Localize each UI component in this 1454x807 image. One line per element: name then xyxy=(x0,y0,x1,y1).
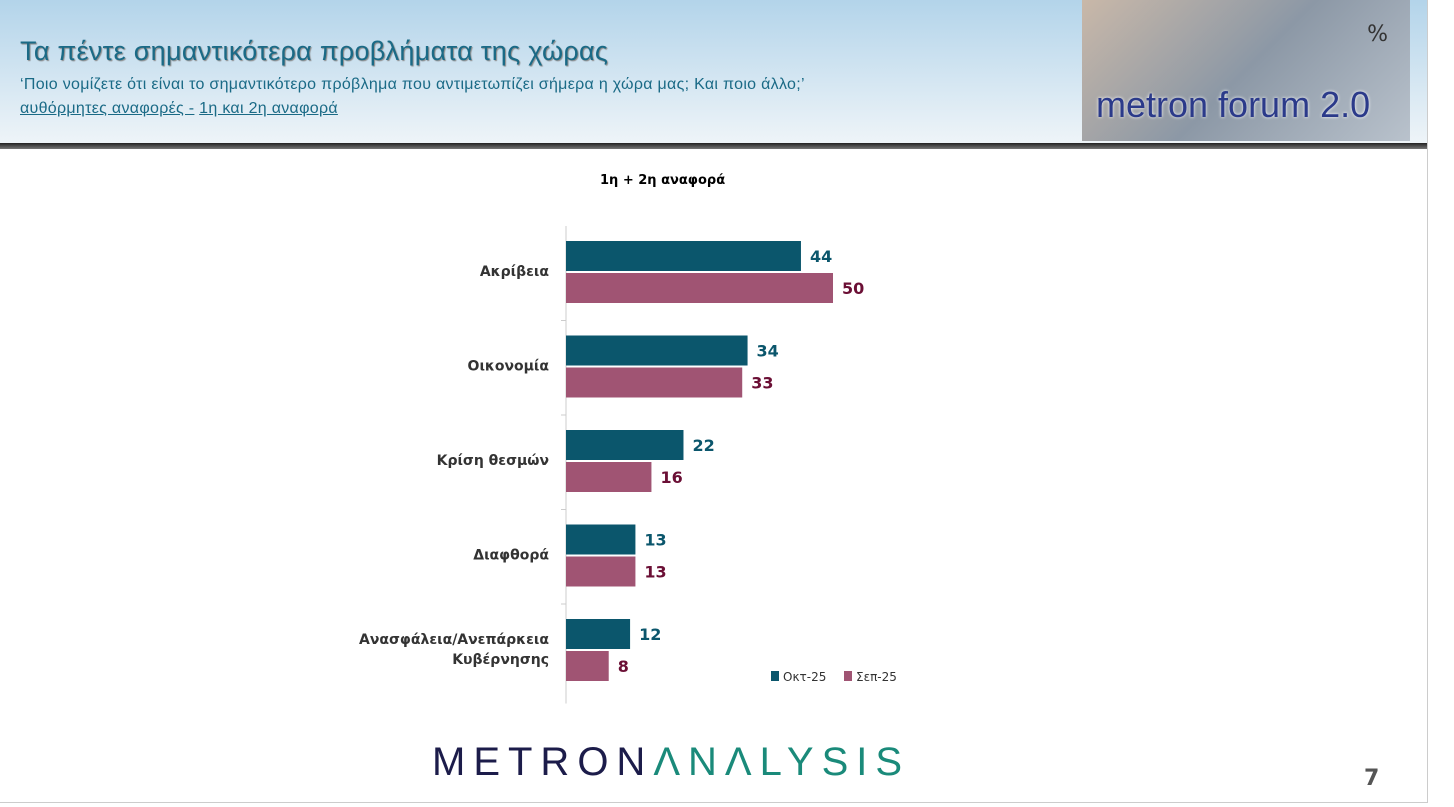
data-label: 13 xyxy=(644,563,666,582)
category-label: Ακρίβεια xyxy=(480,264,550,280)
data-label: 13 xyxy=(644,531,666,550)
logo-part-a: METRON xyxy=(432,740,654,784)
legend-label: Οκτ-25 xyxy=(783,670,826,684)
bar-sep xyxy=(566,651,609,681)
forum-logo-text: metron forum 2.0 xyxy=(1096,84,1371,125)
subtitle-part-a: αυθόρμητες αναφορές - xyxy=(20,100,195,117)
survey-question: ‘Ποιο νομίζετε ότι είναι το σημαντικότερ… xyxy=(20,76,805,93)
data-label: 8 xyxy=(618,657,629,676)
slide: Τα πέντε σημαντικότερα προβλήματα της χώ… xyxy=(0,0,1428,803)
data-label: 44 xyxy=(810,247,832,266)
data-label: 16 xyxy=(660,468,682,487)
bar-oct xyxy=(566,335,748,366)
data-label: 50 xyxy=(842,279,864,298)
data-label: 34 xyxy=(757,342,779,361)
data-label: 12 xyxy=(639,625,661,644)
bar-sep xyxy=(566,367,743,398)
subtitle-part-b: 1η και 2η αναφορά xyxy=(199,100,338,117)
bar-oct xyxy=(566,524,636,555)
legend-swatch xyxy=(771,671,779,681)
category-label: Κυβέρνησης xyxy=(452,652,549,668)
bar-chart: Ακρίβεια 44 50 Οικονομία 34 33 Κρίση θεσμών 22 1… xyxy=(359,226,897,704)
page-title: Τα πέντε σημαντικότερα προβλήματα της χώ… xyxy=(20,36,609,66)
legend-label: Σεπ-25 xyxy=(856,670,897,684)
category-label: Οικονομία xyxy=(468,359,550,375)
percent-symbol: % xyxy=(1367,22,1388,47)
metron-analysis-logo: METRONΛNΛLYSIS xyxy=(432,740,910,785)
legend-swatch xyxy=(844,671,852,681)
data-label: 22 xyxy=(692,436,714,455)
category-label: Διαφθορά xyxy=(473,548,549,564)
bar-sep xyxy=(566,273,833,303)
data-label: 33 xyxy=(751,374,773,393)
bar-oct xyxy=(566,430,684,460)
bar-oct xyxy=(566,619,631,649)
page-number: 7 xyxy=(1364,766,1380,791)
subtitle: αυθόρμητες αναφορές - 1η και 2η αναφορά xyxy=(20,100,338,118)
chart-title: 1η + 2η αναφορά xyxy=(600,173,726,188)
bar-sep xyxy=(566,556,636,587)
bar-sep xyxy=(566,462,652,492)
category-label: Κρίση θεσμών xyxy=(437,453,549,469)
header-divider xyxy=(0,143,1427,149)
metron-forum-logo: % metron forum 2.0 xyxy=(1082,0,1410,141)
bar-oct xyxy=(566,241,801,271)
category-label: Ανασφάλεια/Ανεπάρκεια xyxy=(359,632,549,648)
logo-part-b: ΛNΛLYSIS xyxy=(653,740,911,784)
